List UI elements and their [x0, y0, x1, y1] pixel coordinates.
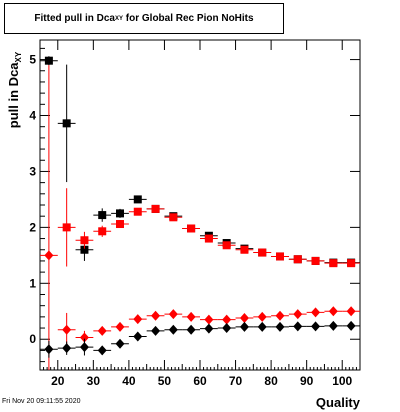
data-point-diamond — [204, 314, 214, 325]
data-point-square — [329, 259, 338, 268]
data-point-square — [133, 207, 142, 216]
data-point-diamond — [257, 321, 267, 332]
data-point-square — [116, 209, 124, 218]
data-point-diamond — [346, 306, 356, 317]
series-3 — [40, 320, 360, 358]
data-point-square — [98, 227, 107, 236]
data-point-diamond — [186, 324, 196, 335]
data-point-diamond — [79, 332, 89, 343]
data-point-diamond — [97, 345, 107, 356]
data-point-diamond — [151, 310, 161, 321]
data-point-square — [187, 224, 196, 233]
y-tick-label: 2 — [29, 220, 36, 234]
chart-title-box: Fitted pull in Dca XY for Global Rec Pion… — [4, 3, 284, 34]
chart-title-main: Fitted pull in Dca — [34, 13, 115, 24]
y-tick-label: 3 — [29, 164, 36, 178]
data-point-diamond — [79, 342, 89, 353]
data-point-diamond — [346, 320, 356, 331]
data-point-diamond — [204, 323, 214, 334]
data-marks — [40, 56, 360, 370]
chart-title-subscript: XY — [114, 15, 123, 22]
series-1 — [57, 188, 360, 268]
data-point-square — [222, 241, 231, 250]
data-point-square — [258, 248, 267, 257]
data-point-square — [240, 245, 249, 254]
y-tick-label: 1 — [29, 276, 36, 290]
data-point-diamond — [222, 323, 232, 334]
data-point-diamond — [97, 325, 107, 336]
data-point-square — [151, 204, 160, 213]
x-tick-label: 80 — [264, 374, 278, 388]
data-point-diamond — [328, 320, 338, 331]
data-point-square — [62, 119, 71, 128]
data-point-diamond — [275, 310, 285, 321]
data-point-diamond — [62, 343, 72, 354]
data-point-diamond — [186, 311, 196, 322]
y-tick-label: 4 — [29, 109, 36, 123]
data-point-diamond — [115, 338, 125, 349]
data-point-diamond — [133, 314, 143, 325]
data-point-square — [80, 245, 89, 254]
data-point-square — [169, 213, 178, 222]
data-point-square — [276, 252, 284, 261]
data-point-diamond — [151, 325, 161, 336]
data-point-diamond — [257, 311, 267, 322]
axes: 20 30 40 50 60 70 80 90 100 0 1 2 3 4 5 — [29, 39, 361, 388]
chart-title: Fitted pull in Dca XY for Global Rec Pion… — [5, 4, 283, 33]
data-point-square — [44, 56, 53, 65]
data-point-diamond — [44, 250, 54, 261]
x-axis-label: Quality — [315, 395, 360, 410]
data-point-square — [133, 195, 142, 204]
data-point-square — [62, 223, 71, 232]
data-point-diamond — [168, 324, 178, 335]
data-point-square — [311, 256, 320, 265]
data-point-square — [204, 234, 213, 243]
data-point-diamond — [311, 321, 321, 332]
x-tick-label: 30 — [87, 374, 101, 388]
data-point-diamond — [311, 307, 321, 318]
x-tick-label: 20 — [51, 374, 65, 388]
data-point-diamond — [293, 321, 303, 332]
x-tick-label: 50 — [158, 374, 172, 388]
data-point-diamond — [222, 314, 232, 325]
x-tick-label: 70 — [229, 374, 243, 388]
y-tick-label: 5 — [29, 53, 36, 67]
data-point-diamond — [239, 312, 249, 323]
x-tick-label: 100 — [332, 374, 352, 388]
x-tick-label: 90 — [300, 374, 314, 388]
x-tick-label: 40 — [122, 374, 136, 388]
data-point-square — [98, 211, 107, 220]
data-point-diamond — [133, 331, 143, 342]
series-2 — [40, 65, 360, 370]
data-point-square — [347, 259, 356, 268]
chart-title-rest: for Global Rec Pion NoHits — [123, 13, 254, 24]
footer-timestamp: Fri Nov 20 09:11:55 2020 — [2, 398, 81, 405]
data-point-square — [293, 255, 302, 264]
data-point-diamond — [168, 309, 178, 320]
data-point-diamond — [44, 344, 54, 355]
data-point-square — [116, 220, 124, 229]
data-point-diamond — [239, 321, 249, 332]
y-tick-label: 0 — [29, 332, 36, 346]
series-0 — [40, 56, 360, 267]
data-point-diamond — [328, 306, 338, 317]
data-point-diamond — [293, 309, 303, 320]
data-point-diamond — [275, 321, 285, 332]
x-tick-label: 60 — [193, 374, 207, 388]
plot-frame — [39, 39, 361, 371]
data-point-diamond — [115, 321, 125, 332]
data-point-square — [80, 236, 89, 245]
data-point-diamond — [62, 324, 72, 335]
